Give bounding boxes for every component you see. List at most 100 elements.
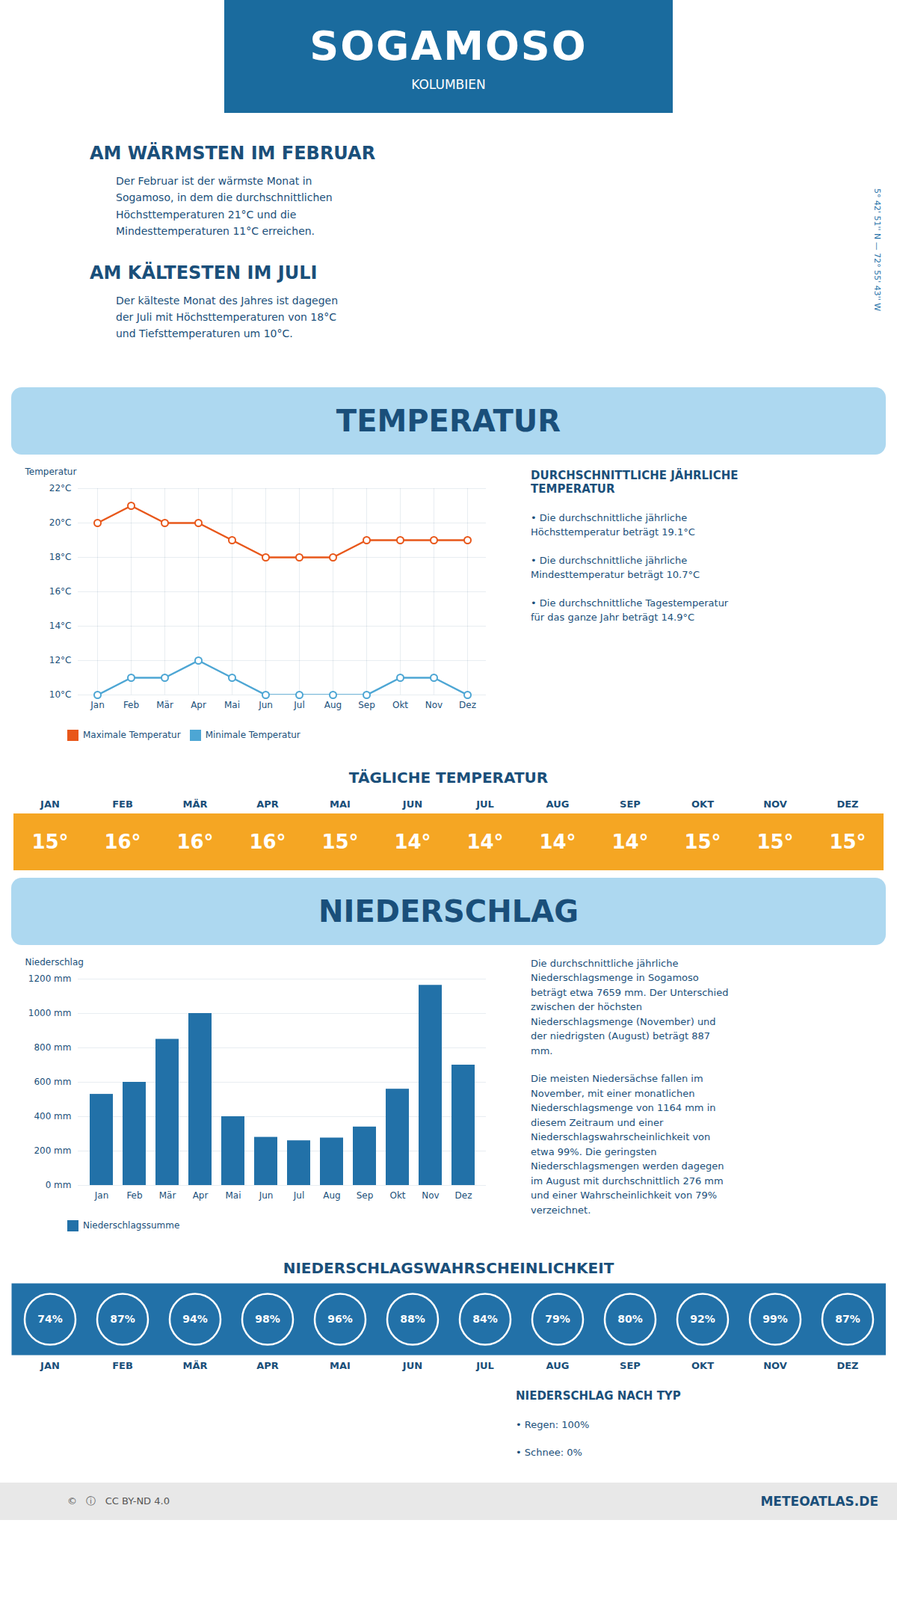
- html-text:NIEDERSCHLAG: NIEDERSCHLAG: [318, 893, 579, 929]
- svg-text:Jan: Jan: [89, 699, 105, 711]
- svg-text:Sep: Sep: [356, 1190, 374, 1201]
- svg-text:NOV: NOV: [763, 1358, 788, 1371]
- svg-text:Jan: Jan: [94, 1190, 110, 1201]
- html-text:• Die durchschnittliche Tagest: • Die durchschnittliche Tagestemperatur …: [530, 597, 729, 623]
- svg-text:JUL: JUL: [475, 1358, 495, 1371]
- svg-text:96%: 96%: [327, 1312, 353, 1325]
- svg-text:94%: 94%: [182, 1312, 208, 1325]
- svg-text:Dez: Dez: [455, 1190, 473, 1201]
- svg-text:SEP: SEP: [619, 797, 641, 809]
- svg-text:22°C: 22°C: [49, 482, 72, 494]
- svg-text:600 mm: 600 mm: [33, 1076, 72, 1087]
- svg-text:15°: 15°: [756, 830, 794, 853]
- svg-text:Nov: Nov: [425, 699, 443, 711]
- svg-text:DEZ: DEZ: [836, 1358, 859, 1371]
- svg-text:OKT: OKT: [691, 1358, 714, 1371]
- svg-text:14°: 14°: [466, 830, 504, 853]
- html-text:Die meisten Niedersächse falle: Die meisten Niedersächse fallen im Novem…: [530, 1072, 724, 1216]
- svg-text:16°: 16°: [176, 830, 214, 853]
- svg-text:MÄR: MÄR: [182, 1358, 208, 1371]
- svg-text:14°: 14°: [393, 830, 431, 853]
- svg-text:JUN: JUN: [402, 1358, 423, 1371]
- svg-text:Dez: Dez: [458, 699, 477, 711]
- svg-text:16°: 16°: [103, 830, 141, 853]
- svg-text:14°: 14°: [611, 830, 649, 853]
- svg-text:Okt: Okt: [389, 1190, 406, 1201]
- svg-text:FEB: FEB: [112, 1358, 134, 1371]
- svg-text:Sep: Sep: [358, 699, 376, 711]
- svg-text:800 mm: 800 mm: [33, 1042, 72, 1053]
- svg-text:NOV: NOV: [763, 797, 788, 809]
- svg-text:APR: APR: [256, 797, 279, 809]
- svg-text:SEP: SEP: [619, 1358, 641, 1371]
- html-text:• Die durchschnittliche jährli: • Die durchschnittliche jährliche Höchst…: [530, 511, 696, 538]
- svg-text:87%: 87%: [834, 1312, 861, 1325]
- svg-text:0 mm: 0 mm: [45, 1179, 72, 1191]
- svg-text:15°: 15°: [321, 830, 359, 853]
- svg-text:1000 mm: 1000 mm: [28, 1007, 72, 1019]
- svg-text:FEB: FEB: [112, 797, 134, 809]
- svg-text:15°: 15°: [683, 830, 721, 853]
- svg-text:16°C: 16°C: [49, 586, 72, 597]
- html-text:SOGAMOSO: SOGAMOSO: [309, 22, 588, 70]
- svg-text:MAI: MAI: [329, 797, 351, 809]
- svg-text:Niederschlag: Niederschlag: [25, 956, 84, 968]
- svg-text:Aug: Aug: [322, 1190, 341, 1201]
- svg-text:84%: 84%: [472, 1312, 498, 1325]
- svg-text:Okt: Okt: [392, 699, 409, 711]
- svg-text:15°: 15°: [828, 830, 866, 853]
- svg-text:Nov: Nov: [421, 1190, 439, 1201]
- html-text:DURCHSCHNITTLICHE JÄHRLICHE TE: DURCHSCHNITTLICHE JÄHRLICHE TEMPERATUR: [530, 468, 739, 496]
- svg-text:Mär: Mär: [156, 699, 174, 711]
- svg-text:Mai: Mai: [224, 699, 240, 711]
- svg-text:Jun: Jun: [258, 1190, 274, 1201]
- svg-text:14°C: 14°C: [49, 620, 72, 631]
- svg-text:AUG: AUG: [546, 1358, 570, 1371]
- svg-text:Mai: Mai: [224, 1190, 241, 1201]
- svg-text:18°C: 18°C: [49, 551, 72, 563]
- svg-text:400 mm: 400 mm: [33, 1110, 72, 1122]
- svg-text:Feb: Feb: [123, 699, 140, 711]
- svg-text:JUL: JUL: [475, 797, 495, 809]
- svg-text:87%: 87%: [109, 1312, 136, 1325]
- html-text:Der Februar ist der wärmste Mo: Der Februar ist der wärmste Monat in Sog…: [115, 174, 333, 238]
- svg-text:MÄR: MÄR: [182, 797, 208, 809]
- svg-text:AUG: AUG: [546, 797, 570, 809]
- html-text:Die durchschnittliche jährlich: Die durchschnittliche jährliche Niedersc…: [530, 957, 729, 1056]
- svg-text:Mär: Mär: [159, 1190, 177, 1201]
- svg-text:APR: APR: [256, 1358, 279, 1371]
- html-text:Der kälteste Monat des Jahres: Der kälteste Monat des Jahres ist dagege…: [115, 294, 338, 340]
- svg-text:1200 mm: 1200 mm: [28, 973, 72, 984]
- svg-text:JUN: JUN: [402, 797, 423, 809]
- svg-text:99%: 99%: [762, 1312, 788, 1325]
- html-text:AM WÄRMSTEN IM FEBRUAR: AM WÄRMSTEN IM FEBRUAR: [89, 142, 376, 164]
- svg-text:10°C: 10°C: [49, 689, 72, 700]
- svg-text:14°: 14°: [538, 830, 576, 853]
- svg-text:12°C: 12°C: [49, 654, 72, 666]
- svg-text:79%: 79%: [544, 1312, 571, 1325]
- html-text:TEMPERATUR: TEMPERATUR: [336, 403, 561, 438]
- svg-text:JAN: JAN: [39, 797, 60, 809]
- svg-text:MAI: MAI: [329, 1358, 351, 1371]
- svg-text:16°: 16°: [248, 830, 286, 853]
- svg-text:DEZ: DEZ: [836, 797, 859, 809]
- svg-text:Apr: Apr: [192, 1190, 209, 1201]
- html-text:• Die durchschnittliche jährli: • Die durchschnittliche jährliche Mindes…: [530, 554, 700, 581]
- svg-text:Jul: Jul: [293, 699, 305, 711]
- svg-text:Apr: Apr: [190, 699, 207, 711]
- svg-text:Jul: Jul: [293, 1190, 305, 1201]
- svg-text:20°C: 20°C: [49, 517, 72, 528]
- svg-text:Aug: Aug: [324, 699, 342, 711]
- svg-text:88%: 88%: [399, 1312, 426, 1325]
- svg-text:Feb: Feb: [126, 1190, 143, 1201]
- svg-text:92%: 92%: [689, 1312, 716, 1325]
- svg-text:15°: 15°: [31, 830, 69, 853]
- svg-text:Jun: Jun: [257, 699, 273, 711]
- svg-text:200 mm: 200 mm: [33, 1145, 72, 1156]
- svg-text:Temperatur: Temperatur: [24, 466, 77, 477]
- svg-text:OKT: OKT: [691, 797, 714, 809]
- svg-text:JAN: JAN: [39, 1358, 60, 1371]
- svg-text:98%: 98%: [254, 1312, 281, 1325]
- svg-text:74%: 74%: [37, 1312, 63, 1325]
- svg-text:80%: 80%: [617, 1312, 643, 1325]
